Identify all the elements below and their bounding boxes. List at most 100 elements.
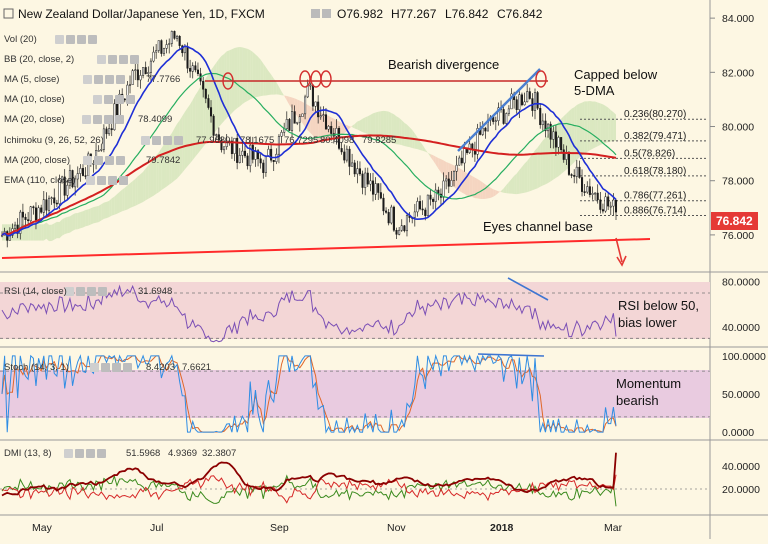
legend-action-icon[interactable] — [75, 449, 84, 458]
legend-action-icon[interactable] — [116, 75, 125, 84]
legend-action-icon[interactable] — [94, 156, 103, 165]
cloud-segment — [30, 224, 34, 241]
cloud-segment — [362, 117, 366, 133]
chart-title: New Zealand Dollar/Japanese Yen, 1D, FXC… — [18, 7, 265, 21]
legend-action-icon[interactable] — [105, 156, 114, 165]
price-tick-label: 78.000 — [722, 176, 754, 188]
legend-action-icon[interactable] — [123, 363, 132, 372]
legend-action-icon[interactable] — [101, 363, 110, 372]
legend-action-icon[interactable] — [104, 95, 113, 104]
candle-body — [194, 65, 197, 71]
candle-body — [173, 31, 176, 39]
candle-body — [24, 216, 27, 220]
legend-action-icon[interactable] — [66, 35, 75, 44]
legend-action-icon[interactable] — [83, 156, 92, 165]
legend-vol[interactable]: Vol (20) — [4, 34, 37, 45]
legend-bb[interactable]: BB (20, close, 2) — [4, 54, 74, 65]
legend-action-icon[interactable] — [87, 287, 96, 296]
candle-body — [594, 192, 597, 195]
legend-action-icon[interactable] — [108, 55, 117, 64]
candle-body — [518, 94, 521, 110]
legend-action-icon[interactable] — [97, 55, 106, 64]
legend-action-icon[interactable] — [112, 363, 121, 372]
cloud-segment — [516, 170, 520, 195]
settings-icon[interactable] — [322, 9, 331, 18]
candle-body — [152, 51, 155, 62]
legend-action-icon[interactable] — [93, 95, 102, 104]
candle-body — [510, 93, 513, 110]
stoch-label[interactable]: Stoch (14, 3, 1) — [4, 362, 69, 373]
cloud-segment — [119, 189, 123, 213]
trendlines[interactable] — [1, 68, 651, 267]
legend-action-icon[interactable] — [83, 75, 92, 84]
legend-ma200[interactable]: MA (200, close) — [4, 155, 70, 166]
candle-body — [452, 171, 456, 181]
legend-action-icon[interactable] — [86, 176, 95, 185]
cloud-segment — [49, 224, 52, 242]
legend-ma5[interactable]: MA (5, close) — [4, 74, 59, 85]
legend-action-icon[interactable] — [116, 156, 125, 165]
legend-action-icon[interactable] — [115, 95, 124, 104]
legend-action-icon[interactable] — [174, 136, 183, 145]
legend-action-icon[interactable] — [126, 95, 135, 104]
legend-toolbar-icons[interactable] — [55, 35, 183, 458]
candle-body — [249, 144, 252, 167]
legend-action-icon[interactable] — [93, 115, 102, 124]
candle-body — [290, 111, 294, 131]
candle-body — [586, 186, 589, 193]
legend-action-icon[interactable] — [105, 75, 114, 84]
cloud-segment — [127, 183, 131, 210]
legend-action-icon[interactable] — [65, 287, 74, 296]
legend-action-icon[interactable] — [88, 35, 97, 44]
collapse-icon[interactable] — [3, 8, 14, 19]
legend-action-icon[interactable] — [76, 287, 85, 296]
price-axis — [710, 0, 768, 539]
eye-icon[interactable] — [311, 9, 320, 18]
indicator-legend: Vol (20) BB (20, close, 2) MA (5, close)… — [4, 34, 396, 186]
legend-action-icon[interactable] — [130, 55, 139, 64]
legend-action-icon[interactable] — [90, 363, 99, 372]
dmi-label[interactable]: DMI (13, 8) — [4, 448, 52, 459]
candle-body — [264, 155, 267, 173]
legend-ma10[interactable]: MA (10, close) — [4, 94, 65, 105]
legend-action-icon[interactable] — [104, 115, 113, 124]
legend-action-icon[interactable] — [77, 35, 86, 44]
annotation-rsi-line1: RSI below 50, — [618, 298, 699, 313]
candle-body — [81, 168, 85, 176]
legend-action-icon[interactable] — [141, 136, 150, 145]
legend-ma20[interactable]: MA (20, close) — [4, 114, 65, 125]
title-toolbar[interactable] — [311, 9, 331, 18]
cloud-segment — [109, 198, 112, 218]
cloud-segment — [519, 166, 522, 194]
legend-action-icon[interactable] — [152, 136, 161, 145]
price-tick-label: 84.000 — [722, 13, 754, 25]
candle-body — [236, 137, 239, 163]
cloud-segment — [166, 136, 170, 187]
candle-body — [560, 137, 563, 151]
legend-action-icon[interactable] — [64, 449, 73, 458]
cloud-segment — [273, 78, 277, 95]
candle-body — [144, 67, 147, 75]
annotation-capped-line2: 5-DMA — [574, 83, 615, 98]
legend-action-icon[interactable] — [119, 55, 128, 64]
cloud-segment — [380, 110, 384, 141]
legend-action-icon[interactable] — [94, 75, 103, 84]
legend-action-icon[interactable] — [97, 176, 106, 185]
legend-action-icon[interactable] — [115, 115, 124, 124]
cloud-segment — [255, 54, 259, 98]
cloud-segment — [589, 101, 593, 151]
legend-ichimoku[interactable]: Ichimoku (9, 26, 52, 26) — [4, 135, 104, 146]
legend-action-icon[interactable] — [98, 287, 107, 296]
legend-action-icon[interactable] — [119, 176, 128, 185]
legend-action-icon[interactable] — [86, 449, 95, 458]
legend-action-icon[interactable] — [97, 449, 106, 458]
candle-body — [581, 177, 584, 192]
rsi-label[interactable]: RSI (14, close) — [4, 286, 67, 297]
legend-action-icon[interactable] — [163, 136, 172, 145]
cloud-segment — [96, 205, 99, 223]
legend-action-icon[interactable] — [108, 176, 117, 185]
legend-action-icon[interactable] — [82, 115, 91, 124]
candle-body — [319, 115, 322, 118]
legend-action-icon[interactable] — [55, 35, 64, 44]
legend-ema[interactable]: EMA (110, close) — [4, 175, 76, 186]
